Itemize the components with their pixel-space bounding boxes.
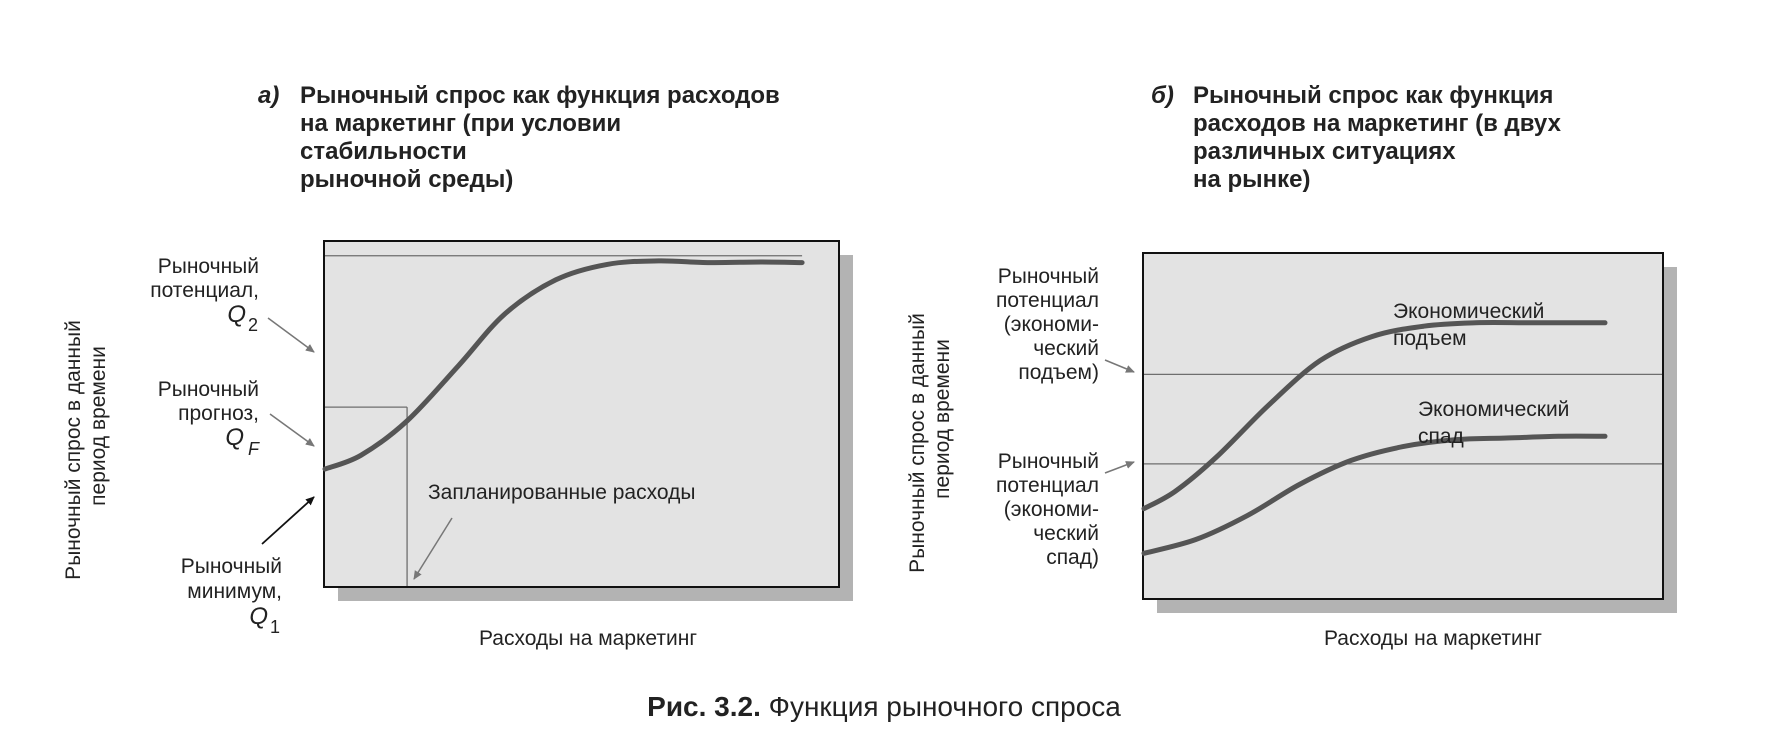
- panel-a-forecast-subscript: F: [248, 439, 260, 459]
- panel-a-planned-spending-label: Запланированные расходы: [428, 481, 695, 504]
- panel-a-planned-spending-arrow: [413, 517, 453, 580]
- panel-a-plot-area: [323, 240, 840, 588]
- panel-a-letter: а): [258, 82, 279, 109]
- panel-b-ylabel-line-2: период времени: [931, 339, 954, 499]
- panel-a-minimum-symbol: Q: [249, 603, 268, 630]
- panel-b-downturn-label-line-2: потенциал: [996, 474, 1099, 497]
- panel-b-upturn-series-label-line-2: подъем: [1393, 327, 1467, 350]
- panel-b-letter: б): [1151, 82, 1174, 109]
- panel-a-potential-label-line-2: потенциал,: [150, 279, 259, 302]
- panel-b-downturn-arrow: [1104, 461, 1135, 474]
- panel-b-ylabel-line-1: Рыночный спрос в данный: [906, 313, 929, 573]
- panel-a-title-line-1: Рыночный спрос как функция расходов: [300, 82, 780, 109]
- figure-caption: Рис. 3.2. Функция рыночного спроса: [647, 691, 1121, 722]
- panel-a-minimum-arrow: [261, 496, 315, 545]
- panel-b-plot-area: [1142, 252, 1664, 600]
- panel-a-forecast-arrow: [269, 413, 315, 447]
- panel-b-upturn-label-line-4: ческий: [1033, 337, 1099, 360]
- panel-b-upturn-curve: [1141, 320, 1608, 512]
- panel-a-title-line-3: стабильности: [300, 138, 467, 165]
- panel-b-downturn-label-line-4: ческий: [1033, 522, 1099, 545]
- panel-a-potential-symbol: Q: [227, 301, 246, 328]
- panel-b-upturn-series-label-line-1: Экономический: [1393, 300, 1544, 323]
- panel-b-upturn-arrow: [1104, 359, 1135, 373]
- panel-a-forecast-label-line-2: прогноз,: [178, 402, 259, 425]
- panel-a-title-line-4: рыночной среды): [300, 166, 513, 193]
- panel-b-title-line-3: различных ситуациях: [1193, 138, 1456, 165]
- panel-a-minimum-label-line-1: Рыночный: [181, 555, 282, 578]
- panel-b-upturn-label-line-2: потенциал: [996, 289, 1099, 312]
- panel-b-downturn-series-label-line-1: Экономический: [1418, 398, 1569, 421]
- panel-a-demand-curve: [322, 258, 805, 472]
- panel-b-downturn-label-line-1: Рыночный: [998, 450, 1099, 473]
- panel-a-forecast-symbol: Q: [225, 424, 244, 451]
- caption-number: Рис. 3.2.: [647, 691, 761, 722]
- panel-a-ylabel-line-2: период времени: [87, 346, 110, 506]
- panel-a-potential-subscript: 2: [248, 315, 258, 335]
- panel-a-potential-arrow: [267, 317, 315, 353]
- caption-title: Функция рыночного спроса: [761, 691, 1121, 722]
- panel-b-title-line-2: расходов на маркетинг (в двух: [1193, 110, 1562, 137]
- panel-b-upturn-label-line-3: (экономи-: [1004, 313, 1099, 336]
- panel-b-xlabel: Расходы на маркетинг: [1324, 627, 1542, 650]
- panel-a: а) Рыночный спрос как функция расходов н…: [62, 82, 853, 650]
- panel-b-downturn-label-line-3: (экономи-: [1004, 498, 1099, 521]
- panel-b-downturn-series-label-line-2: спад: [1418, 425, 1464, 448]
- panel-a-ylabel-line-1: Рыночный спрос в данный: [62, 320, 85, 580]
- panel-b-downturn-label-line-5: спад): [1046, 546, 1099, 569]
- panel-b-title-line-1: Рыночный спрос как функция: [1193, 82, 1553, 109]
- panel-b-upturn-label-line-5: подъем): [1018, 361, 1099, 384]
- panel-a-potential-label-line-1: Рыночный: [158, 255, 259, 278]
- panel-b-upturn-label-line-1: Рыночный: [998, 265, 1099, 288]
- panel-b: б) Рыночный спрос как функция расходов н…: [906, 82, 1677, 650]
- panel-b-downturn-curve: [1141, 433, 1608, 556]
- panel-a-minimum-label-line-2: минимум,: [187, 580, 282, 603]
- panel-a-forecast-label-line-1: Рыночный: [158, 378, 259, 401]
- panel-a-minimum-subscript: 1: [270, 617, 280, 637]
- panel-b-title-line-4: на рынке): [1193, 166, 1311, 193]
- panel-a-title-line-2: на маркетинг (при условии: [300, 110, 621, 137]
- panel-a-xlabel: Расходы на маркетинг: [479, 627, 697, 650]
